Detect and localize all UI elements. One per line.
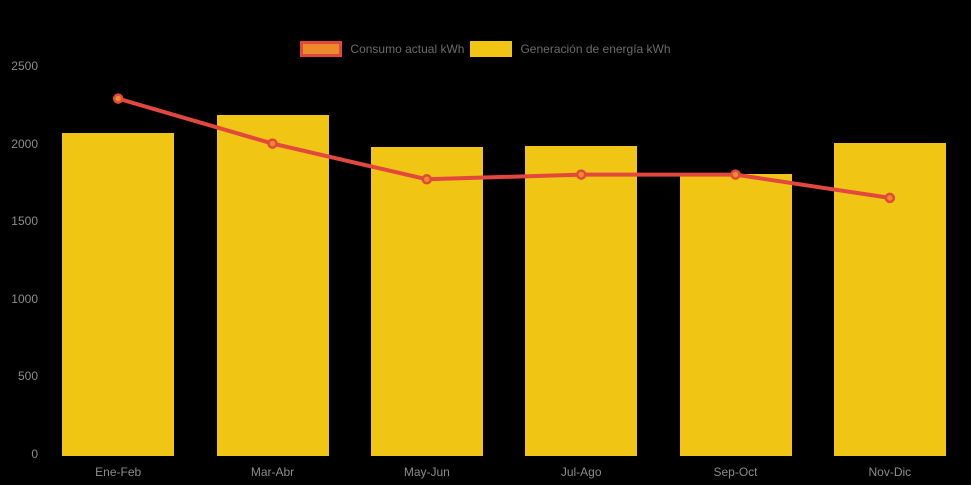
y-axis-tick-label-500: 500 (17, 369, 38, 384)
bars-layer (41, 66, 967, 456)
bar-sep-oct[interactable] (679, 174, 792, 456)
x-axis-label-sep-oct: Sep-Oct (713, 465, 758, 479)
x-axis-label-nov-dic: Nov-Dic (868, 465, 912, 479)
line-point-jul-ago[interactable] (575, 169, 587, 180)
y-axis-tick-label-1500: 1500 (11, 214, 38, 229)
plot-area (41, 66, 967, 456)
legend-swatch-consumo-icon (300, 41, 343, 57)
consumption-line (117, 96, 891, 200)
line-point-sep-oct[interactable] (730, 169, 741, 180)
bar-jul-ago[interactable] (525, 146, 638, 456)
line-point-nov-dic[interactable] (884, 192, 896, 204)
line-point-mar-abr[interactable] (267, 138, 278, 149)
y-axis-tick-label-2000: 2000 (11, 136, 38, 151)
line-point-ene-feb[interactable] (112, 93, 124, 104)
y-axis-tick-label-2500: 2500 (11, 59, 38, 73)
bar-may-jun[interactable] (370, 147, 483, 456)
x-axis-label-mar-abr: Mar-Abr (250, 465, 295, 479)
chart-legend: Consumo actual kWh Generación de energía … (0, 40, 971, 58)
x-axis-label-jul-ago: Jul-Ago (560, 465, 602, 479)
y-axis-tick-label-0: 0 (31, 447, 38, 461)
bar-mar-abr[interactable] (216, 115, 329, 456)
x-axis-label-may-jun: May-Jun (403, 465, 450, 479)
legend-label-consumo: Consumo actual kWh (350, 42, 465, 56)
legend-item-consumo[interactable]: Consumo actual kWh (300, 40, 464, 58)
legend-label-generacion: Generación de energía kWh (520, 42, 671, 56)
line-layer (112, 93, 896, 204)
x-axis-label-ene-feb: Ene-Feb (95, 465, 142, 479)
bar-ene-feb[interactable] (62, 133, 175, 456)
legend-swatch-generacion-icon (470, 41, 513, 57)
legend-item-generacion[interactable]: Generación de energía kWh (470, 40, 671, 58)
y-axis-tick-label-1000: 1000 (11, 291, 38, 306)
line-point-may-jun[interactable] (421, 174, 433, 185)
